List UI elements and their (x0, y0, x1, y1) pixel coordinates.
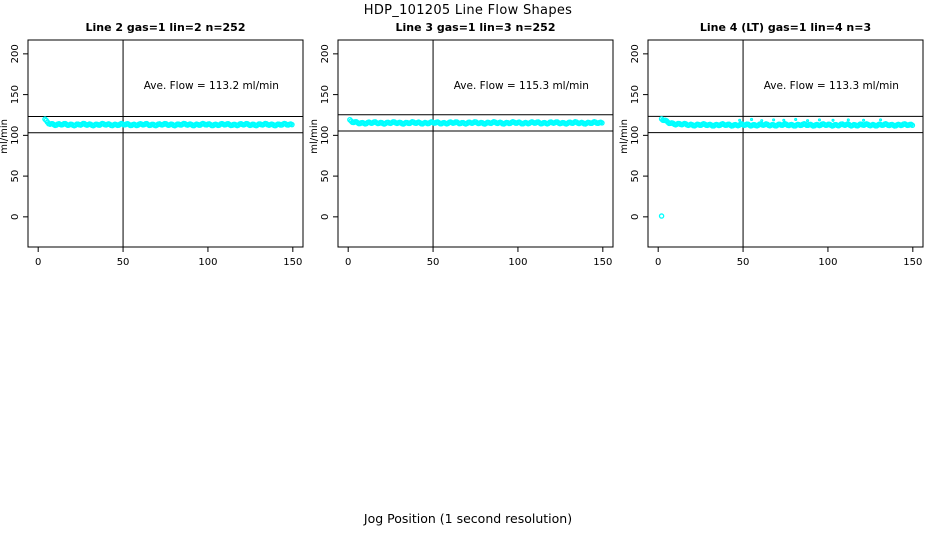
x-tick-label: 150 (903, 257, 922, 268)
outlier-point (658, 213, 665, 219)
ave-flow-annotation: Ave. Flow = 115.3 ml/min (454, 80, 589, 92)
plots-area: Line 2 gas=1 lin=2 n=252 0 50 100 150 0 50 100 1… (0, 21, 924, 268)
data-point (599, 120, 605, 126)
y-axis-label: ml/min (0, 119, 10, 154)
x-tick-label: 100 (508, 257, 527, 268)
y-tick-label: 200 (630, 44, 641, 63)
x-tick-label: 100 (818, 257, 837, 268)
panel-1-chart: Line 2 gas=1 lin=2 n=252 0 50 100 150 0 50 100 1… (0, 21, 304, 268)
x-tick-label: 0 (35, 257, 41, 268)
outlier-point (760, 119, 764, 123)
y-tick-label: 100 (630, 126, 641, 145)
y-tick-label: 150 (630, 85, 641, 104)
panel-3-chart: Line 4 (LT) gas=1 lin=4 n=3 0 50 100 150 0 50 1… (619, 21, 924, 268)
outlier-point (772, 118, 776, 122)
y-tick-label: 200 (320, 44, 331, 63)
x-tick-label: 50 (117, 257, 130, 268)
outlier-point (879, 118, 883, 122)
x-tick-label: 50 (737, 257, 750, 268)
panel-title: Line 4 (LT) gas=1 lin=4 n=3 (700, 21, 871, 34)
panel-title: Line 2 gas=1 lin=2 n=252 (85, 21, 245, 34)
y-tick-label: 50 (630, 170, 641, 183)
x-tick-label: 0 (655, 257, 661, 268)
panel-title: Line 3 gas=1 lin=3 n=252 (395, 21, 555, 34)
data-point (289, 121, 295, 128)
y-tick-label: 0 (10, 214, 21, 220)
y-tick-label: 200 (10, 44, 21, 63)
main-title: HDP_101205 Line Flow Shapes (363, 3, 573, 18)
outlier-point (806, 119, 810, 123)
outlier-point (738, 118, 742, 122)
y-axis-label: ml/min (309, 119, 320, 154)
outlier-point (794, 117, 798, 122)
y-tick-label: 150 (320, 85, 331, 104)
y-tick-label: 50 (320, 170, 331, 183)
x-tick-label: 150 (283, 257, 302, 268)
x-tick-label: 0 (345, 257, 351, 268)
x-tick-label: 50 (427, 257, 440, 268)
y-tick-label: 100 (10, 126, 21, 145)
x-axis-label: Jog Position (1 second resolution) (363, 511, 573, 526)
y-tick-label: 0 (320, 214, 331, 220)
plot-box (337, 39, 614, 248)
plot-box (647, 39, 924, 248)
plot-box (27, 39, 304, 248)
y-tick-label: 0 (630, 214, 641, 220)
y-tick-label: 50 (10, 170, 21, 183)
data-points (658, 116, 916, 219)
panel-2-chart: Line 3 gas=1 lin=3 n=252 0 50 100 150 0 50 100 1… (309, 21, 614, 268)
outlier-point (846, 118, 850, 122)
y-axis-label: ml/min (619, 119, 630, 154)
outlier-point (749, 117, 754, 122)
ave-flow-annotation: Ave. Flow = 113.2 ml/min (144, 80, 279, 92)
outlier-point (782, 118, 786, 122)
outlier-point (862, 118, 866, 122)
data-points (347, 116, 605, 127)
y-tick-label: 150 (10, 85, 21, 104)
outlier-point (817, 118, 822, 122)
outlier-point (831, 118, 835, 122)
ave-flow-annotation: Ave. Flow = 113.3 ml/min (764, 80, 899, 92)
x-tick-label: 150 (593, 257, 612, 268)
x-tick-label: 100 (198, 257, 217, 268)
data-point (909, 122, 916, 129)
y-tick-label: 100 (320, 126, 331, 145)
data-points (42, 116, 295, 129)
